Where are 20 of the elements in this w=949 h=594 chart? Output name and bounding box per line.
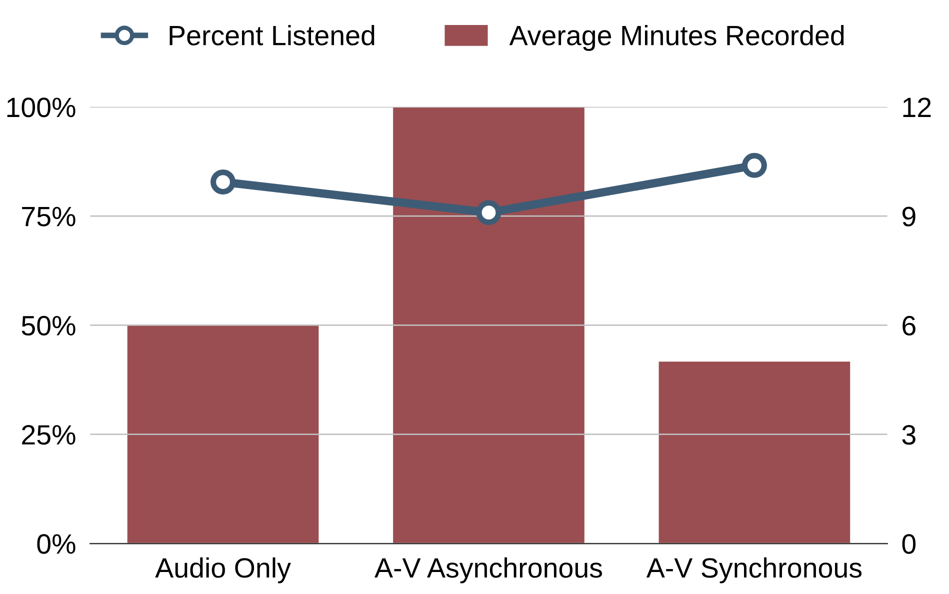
y-tick-label: 50% <box>22 316 76 336</box>
y-tick-label: 0% <box>37 534 76 554</box>
y2-tick-label: 9 <box>902 206 916 226</box>
y-tick-label: 75% <box>22 206 76 226</box>
x-tick-label: Audio Only <box>155 557 291 584</box>
point <box>210 170 236 195</box>
y2-tick-label: 3 <box>902 425 916 445</box>
y2-tick-label: 12 <box>903 98 931 117</box>
y2-tick-label: 0 <box>902 534 916 554</box>
x-tick-label: A-V Asynchronous <box>374 557 602 584</box>
point <box>476 200 502 226</box>
y-tick-label: 100% <box>7 98 76 118</box>
point <box>742 152 767 178</box>
x-tick-label: A-V Synchronous <box>646 557 862 584</box>
y-tick-label: 25% <box>22 425 76 445</box>
y2-tick-label: 6 <box>902 316 916 336</box>
bar <box>127 325 319 544</box>
bar <box>658 362 850 544</box>
legend-label: Percent Listened <box>170 25 374 46</box>
legend-label: Average Minutes Recorded <box>509 25 844 51</box>
